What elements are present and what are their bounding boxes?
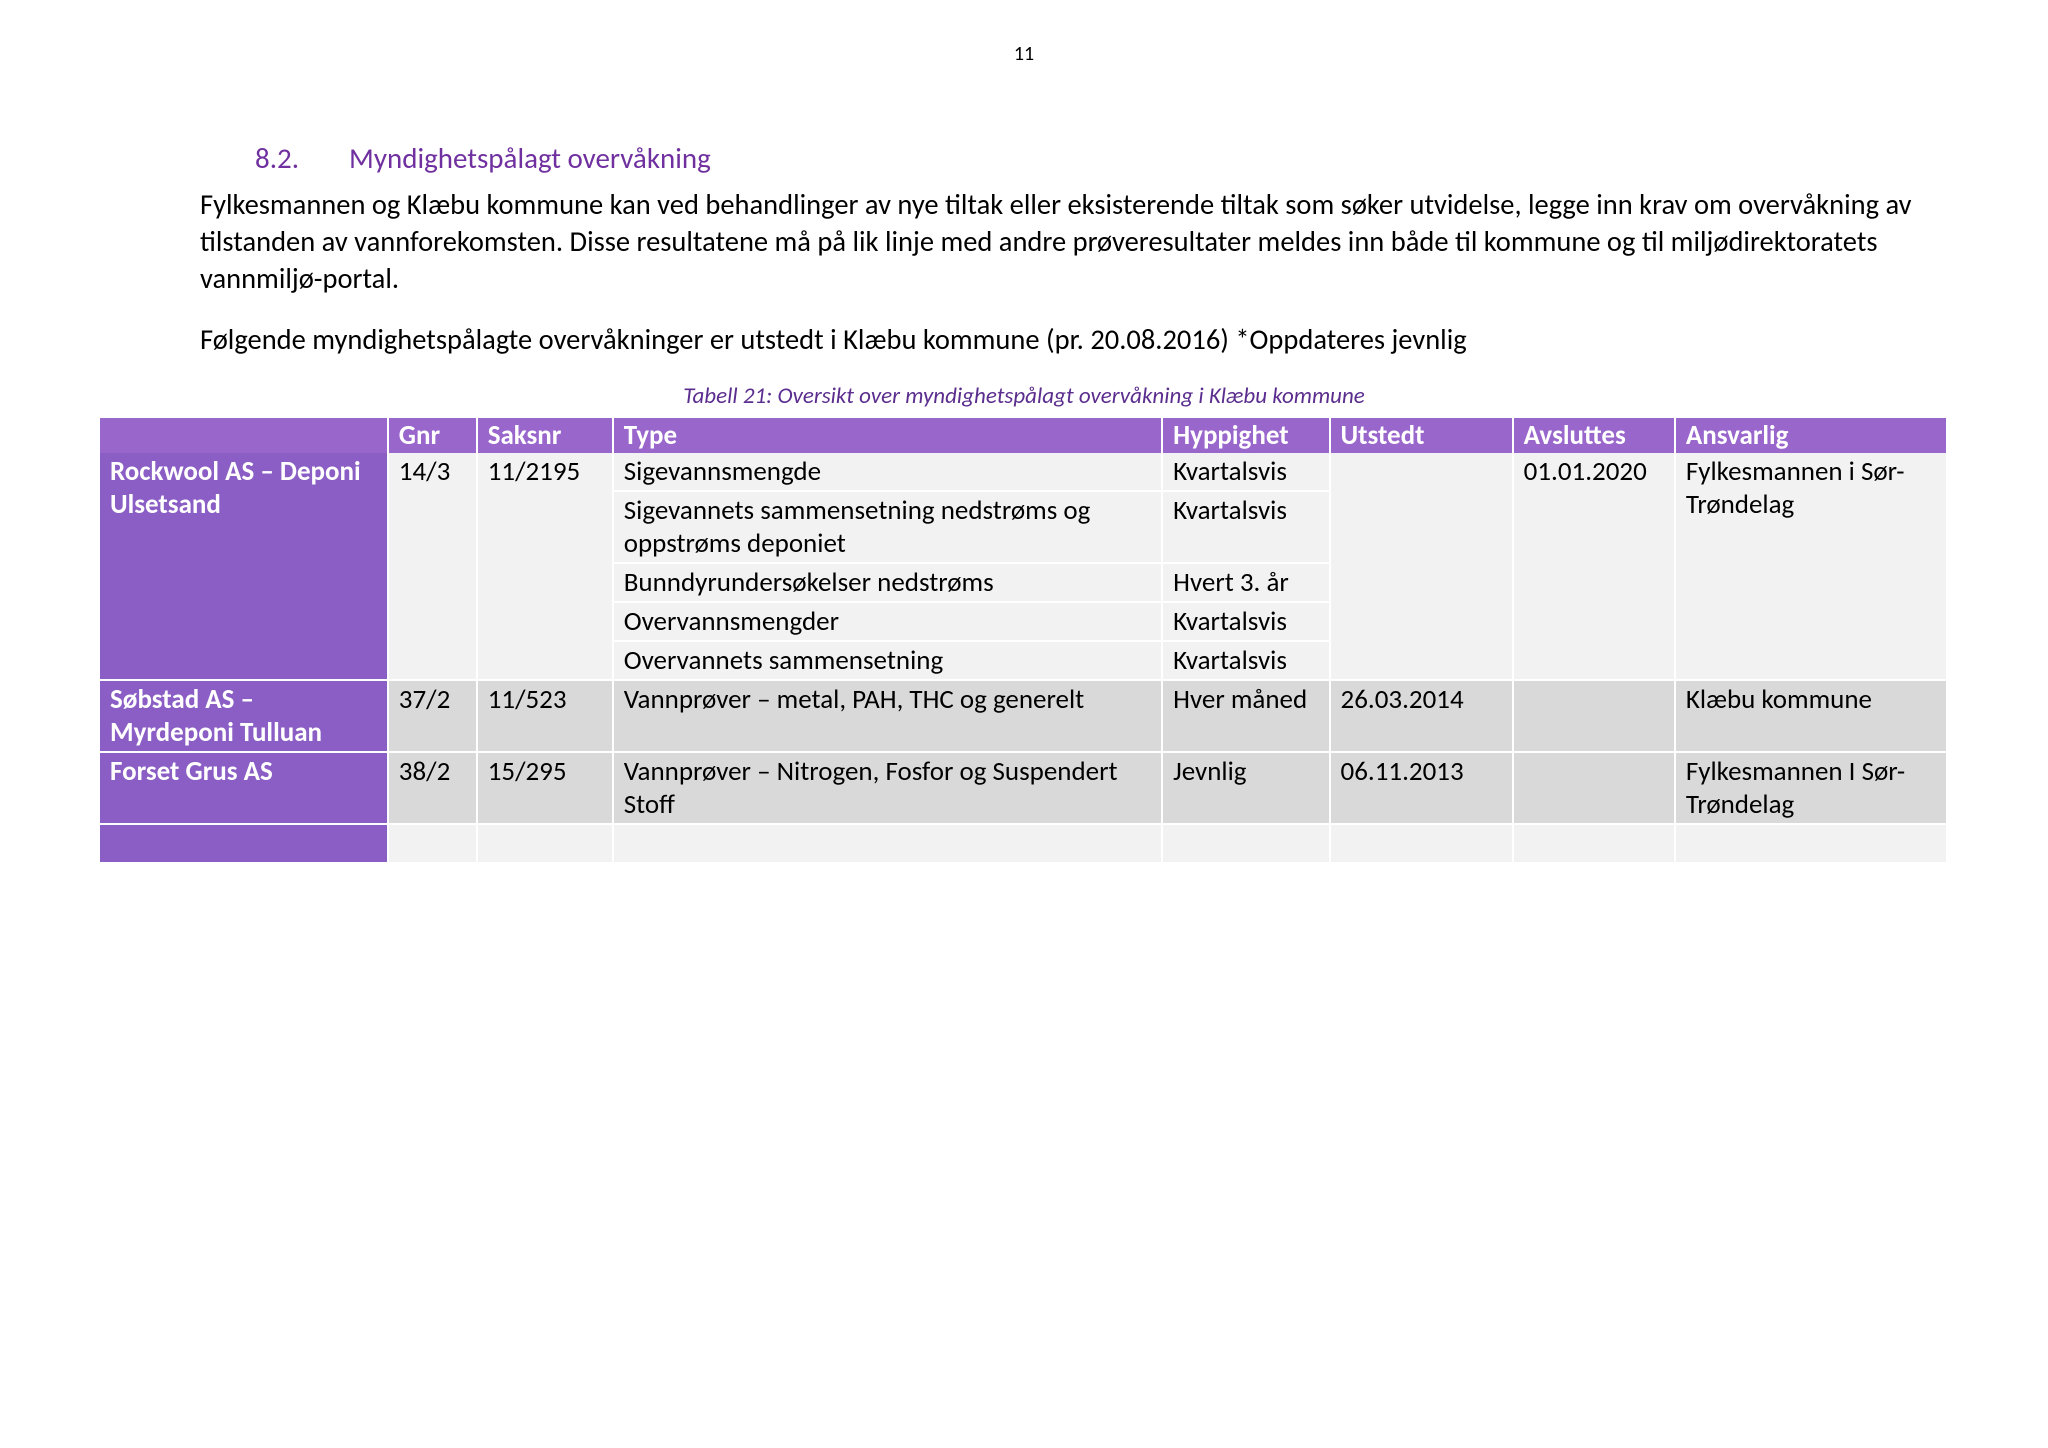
cell-hyppighet: Kvartalsvis xyxy=(1162,602,1329,641)
page-content: 8.2. Myndighetspålagt overvåkning Fylkesm… xyxy=(100,140,1948,864)
th-avsluttes: Avsluttes xyxy=(1513,418,1675,453)
cell-saksnr: 11/2195 xyxy=(477,453,613,680)
th-ansvarlig: Ansvarlig xyxy=(1675,418,1947,453)
cell-utstedt xyxy=(1330,453,1513,680)
cell-avsluttes xyxy=(1513,752,1675,824)
table-row: Rockwool AS – Deponi Ulsetsand 14/3 11/2… xyxy=(100,453,1947,491)
table-row: Forset Grus AS 38/2 15/295 Vannprøver – … xyxy=(100,752,1947,824)
cell-type: Sigevannsmengde xyxy=(613,453,1162,491)
section-heading: 8.2. Myndighetspålagt overvåkning xyxy=(255,140,1948,176)
th-gnr: Gnr xyxy=(388,418,477,453)
table-caption: Tabell 21: Oversikt over myndighetspålag… xyxy=(100,382,1948,410)
paragraph-1: Fylkesmannen og Klæbu kommune kan ved be… xyxy=(200,186,1948,297)
th-hyppighet: Hyppighet xyxy=(1162,418,1329,453)
cell-hyppighet: Kvartalsvis xyxy=(1162,491,1329,563)
cell-hyppighet: Kvartalsvis xyxy=(1162,641,1329,680)
section-title: Myndighetspålagt overvåkning xyxy=(349,140,711,176)
cell-ansvarlig: Klæbu kommune xyxy=(1675,680,1947,752)
cell-saksnr: 11/523 xyxy=(477,680,613,752)
cell-gnr: 14/3 xyxy=(388,453,477,680)
cell-name: Rockwool AS – Deponi Ulsetsand xyxy=(100,453,388,680)
th-saksnr: Saksnr xyxy=(477,418,613,453)
cell-ansvarlig: Fylkesmannen i Sør-Trøndelag xyxy=(1675,453,1947,680)
monitoring-table: Gnr Saksnr Type Hyppighet Utstedt Avslut… xyxy=(100,418,1948,864)
table-row-empty xyxy=(100,824,1947,863)
cell-empty xyxy=(1162,824,1329,863)
cell-avsluttes: 01.01.2020 xyxy=(1513,453,1675,680)
cell-ansvarlig: Fylkesmannen I Sør-Trøndelag xyxy=(1675,752,1947,824)
cell-type: Vannprøver – Nitrogen, Fosfor og Suspend… xyxy=(613,752,1162,824)
cell-name: Forset Grus AS xyxy=(100,752,388,824)
cell-empty xyxy=(1675,824,1947,863)
cell-hyppighet: Kvartalsvis xyxy=(1162,453,1329,491)
cell-utstedt: 26.03.2014 xyxy=(1330,680,1513,752)
table-header-row: Gnr Saksnr Type Hyppighet Utstedt Avslut… xyxy=(100,418,1947,453)
cell-empty xyxy=(100,824,388,863)
cell-hyppighet: Jevnlig xyxy=(1162,752,1329,824)
cell-hyppighet: Hver måned xyxy=(1162,680,1329,752)
cell-empty xyxy=(1330,824,1513,863)
cell-saksnr: 15/295 xyxy=(477,752,613,824)
cell-type: Bunndyrundersøkelser nedstrøms xyxy=(613,563,1162,602)
cell-utstedt: 06.11.2013 xyxy=(1330,752,1513,824)
th-type: Type xyxy=(613,418,1162,453)
section-number: 8.2. xyxy=(255,140,299,176)
cell-gnr: 37/2 xyxy=(388,680,477,752)
cell-type: Overvannets sammensetning xyxy=(613,641,1162,680)
cell-empty xyxy=(477,824,613,863)
cell-gnr: 38/2 xyxy=(388,752,477,824)
table-row: Søbstad AS – Myrdeponi Tulluan 37/2 11/5… xyxy=(100,680,1947,752)
cell-empty xyxy=(1513,824,1675,863)
cell-type: Sigevannets sammensetning nedstrøms og o… xyxy=(613,491,1162,563)
paragraph-2: Følgende myndighetspålagte overvåkninger… xyxy=(200,321,1948,358)
cell-type: Vannprøver – metal, PAH, THC og generelt xyxy=(613,680,1162,752)
th-name xyxy=(100,418,388,453)
cell-empty xyxy=(613,824,1162,863)
cell-type: Overvannsmengder xyxy=(613,602,1162,641)
cell-hyppighet: Hvert 3. år xyxy=(1162,563,1329,602)
cell-empty xyxy=(388,824,477,863)
page-number: 11 xyxy=(1014,42,1034,66)
cell-name: Søbstad AS – Myrdeponi Tulluan xyxy=(100,680,388,752)
th-utstedt: Utstedt xyxy=(1330,418,1513,453)
cell-avsluttes xyxy=(1513,680,1675,752)
